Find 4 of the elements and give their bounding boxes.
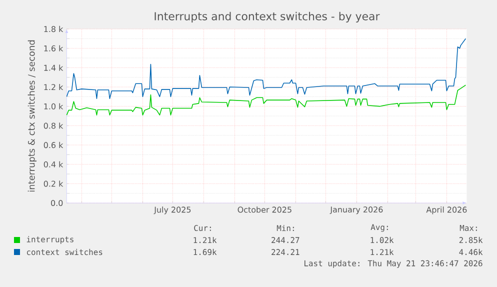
chart-title: Interrupts and context switches - by year [154, 12, 380, 23]
line-series [66, 38, 466, 99]
line-series [66, 84, 466, 116]
y-axis-title: interrupts & ctx switches / second [28, 40, 37, 192]
